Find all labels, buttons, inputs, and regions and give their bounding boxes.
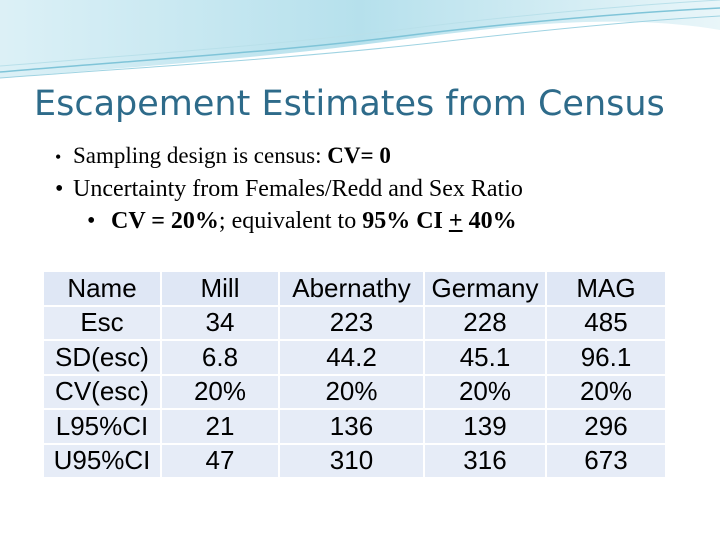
header-cell: Name	[42, 270, 162, 307]
table-cell: 136	[278, 408, 425, 445]
table-cell: 6.8	[160, 339, 280, 376]
table-cell: 96.1	[545, 339, 667, 376]
decorative-wave-banner	[0, 0, 720, 79]
bullet-text-bold: 95% CI	[362, 208, 449, 234]
bullet-text-bold: 40%	[462, 208, 517, 234]
table-cell: 485	[545, 304, 667, 341]
bullet-text-bold: CV = 20%	[111, 208, 219, 234]
header-cell: Abernathy	[278, 270, 425, 307]
bullet-item: • Uncertainty from Females/Redd and Sex R…	[55, 173, 705, 205]
table-row: SD(esc) 6.8 44.2 45.1 96.1	[42, 339, 667, 376]
table-row: CV(esc) 20% 20% 20% 20%	[42, 373, 667, 410]
bullet-list: • Sampling design is census: CV= 0 • Uncer…	[55, 140, 705, 237]
table-row: U95%CI 47 310 316 673	[42, 442, 667, 479]
header-cell: Germany	[423, 270, 547, 307]
header-cell: Mill	[160, 270, 280, 307]
table-row: L95%CI 21 136 139 296	[42, 408, 667, 445]
sub-bullet-item: • CV = 20%; equivalent to 95% CI + 40%	[87, 205, 705, 237]
estimates-table-container: Name Mill Abernathy Germany MAG Esc 34 2…	[42, 270, 667, 479]
table-cell: 34	[160, 304, 280, 341]
row-label-cell: U95%CI	[42, 442, 162, 479]
row-label-cell: Esc	[42, 304, 162, 341]
table-cell: 20%	[545, 373, 667, 410]
bullet-text: Sampling design is census:	[73, 143, 328, 168]
estimates-table: Name Mill Abernathy Germany MAG Esc 34 2…	[42, 270, 667, 479]
table-cell: 45.1	[423, 339, 547, 376]
row-label-cell: SD(esc)	[42, 339, 162, 376]
table-cell: 47	[160, 442, 280, 479]
table-cell: 44.2	[278, 339, 425, 376]
bullet-dot: •	[55, 147, 62, 167]
table-row: Esc 34 223 228 485	[42, 304, 667, 341]
table-cell: 21	[160, 408, 280, 445]
table-cell: 20%	[160, 373, 280, 410]
bullet-item: • Sampling design is census: CV= 0	[55, 140, 705, 173]
bullet-text-bold: CV= 0	[327, 143, 391, 168]
table-cell: 310	[278, 442, 425, 479]
bullet-text: ; equivalent to	[218, 208, 363, 234]
row-label-cell: L95%CI	[42, 408, 162, 445]
table-cell: 20%	[278, 373, 425, 410]
table-cell: 223	[278, 304, 425, 341]
table-header-row: Name Mill Abernathy Germany MAG	[42, 270, 667, 307]
bullet-text: Uncertainty from Females/Redd and Sex Ra…	[73, 176, 523, 202]
header-cell: MAG	[545, 270, 667, 307]
table-cell: 228	[423, 304, 547, 341]
table-cell: 296	[545, 408, 667, 445]
table-cell: 139	[423, 408, 547, 445]
bullet-dot: •	[87, 208, 96, 234]
bullet-dot: •	[55, 176, 64, 202]
table-cell: 316	[423, 442, 547, 479]
table-cell: 673	[545, 442, 667, 479]
slide-title: Escapement Estimates from Census	[34, 84, 665, 124]
row-label-cell: CV(esc)	[42, 373, 162, 410]
plus-minus-symbol: +	[448, 208, 463, 234]
table-cell: 20%	[423, 373, 547, 410]
